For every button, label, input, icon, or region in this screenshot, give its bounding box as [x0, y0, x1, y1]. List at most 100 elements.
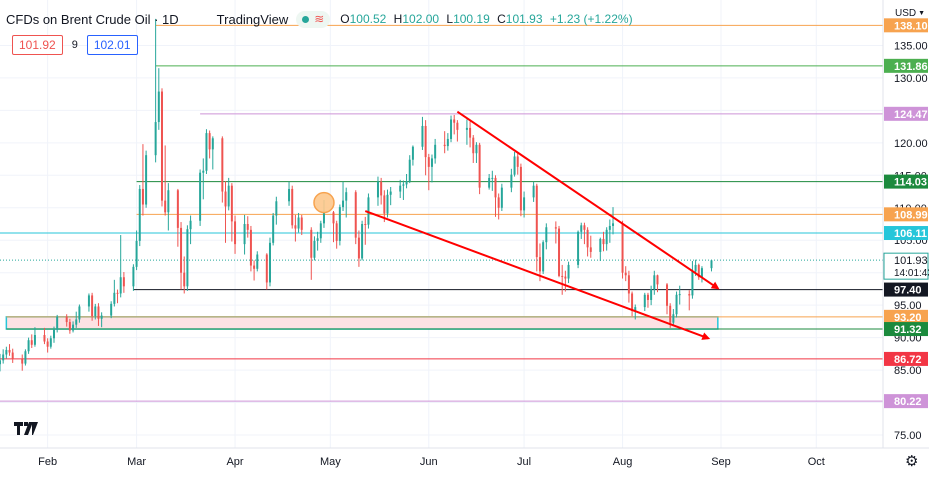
candle [408, 155, 411, 184]
candle [265, 253, 268, 290]
candle-body [608, 225, 611, 230]
candle [697, 263, 700, 280]
brand-name: TradingView [216, 11, 289, 27]
level-price-label-bg [884, 226, 928, 241]
candle-body [700, 268, 703, 278]
candle [389, 186, 392, 206]
candle-body [678, 294, 681, 296]
y-tick-label: 120.00 [894, 138, 928, 150]
candle-body [249, 229, 252, 266]
candle-body [5, 349, 8, 355]
level-price-label-bg [884, 394, 928, 409]
candle [488, 174, 491, 190]
candle [272, 212, 275, 246]
candle-body [450, 119, 453, 139]
candle [602, 231, 605, 252]
high-value: 102.00 [402, 12, 440, 26]
candle-body [256, 254, 259, 269]
candle-body [453, 119, 456, 123]
symbol-title[interactable]: CFDs on Brent Crude Oil · 1D [6, 11, 179, 27]
level-price-label: 131.86 [894, 61, 928, 73]
candle-body [666, 284, 669, 306]
candle-body [424, 125, 427, 158]
candle-body [186, 229, 189, 287]
candle [450, 115, 453, 143]
chart-header: CFDs on Brent Crude Oil · 1D TradingView… [6, 9, 633, 29]
candle-body [11, 352, 14, 359]
candle-body [110, 303, 113, 316]
market-status[interactable]: ≋ [296, 10, 331, 28]
candle-body [497, 197, 500, 208]
candle [577, 230, 580, 269]
candle [43, 327, 46, 345]
candle-body [52, 329, 55, 339]
candle [256, 251, 259, 272]
candle-body [612, 223, 615, 226]
candle-body [310, 229, 313, 258]
candle [653, 270, 656, 295]
candle-body [27, 340, 30, 352]
highlight-circle [313, 191, 335, 214]
candle [513, 151, 516, 177]
close-value: 101.93 [505, 12, 543, 26]
candle-body [478, 144, 481, 188]
last-price-badge-bg [883, 252, 929, 280]
candle-body [183, 272, 186, 287]
candle [430, 154, 433, 183]
candle-body [322, 212, 325, 224]
candle [100, 312, 103, 328]
candle-body [554, 227, 557, 229]
candle [246, 216, 249, 238]
candle-body [297, 217, 300, 229]
candle-body [402, 184, 405, 186]
candle [500, 183, 503, 212]
x-tick-label: Feb [38, 456, 57, 468]
buy-price-button[interactable]: 102.01 [86, 35, 138, 55]
candle [68, 318, 71, 334]
candle-body [469, 127, 472, 138]
candle [291, 185, 294, 229]
candle-body [408, 159, 411, 182]
candle-body [532, 185, 535, 198]
candle-body [56, 316, 59, 330]
y-tick-label: 95.00 [894, 300, 922, 312]
candle-body [405, 181, 408, 185]
candle-body [535, 185, 538, 258]
candle-body [634, 307, 637, 312]
candle [113, 279, 116, 307]
candle [631, 291, 634, 317]
candle-body [100, 315, 103, 319]
candle-body [624, 272, 627, 276]
candle-body [122, 277, 125, 287]
candle-body [24, 351, 27, 364]
candle [65, 314, 68, 327]
candle [402, 180, 405, 200]
level-price-label: 106.11 [894, 228, 927, 240]
level-price-label-bg [884, 309, 928, 324]
candle [666, 283, 669, 315]
candle-body [605, 229, 608, 245]
candle-body [456, 122, 459, 130]
candle-body [516, 156, 519, 167]
candle-body [586, 229, 589, 248]
plot-area [0, 0, 883, 448]
candle-body [675, 294, 678, 315]
candle [30, 334, 33, 349]
sell-price-button[interactable]: 101.92 [12, 35, 63, 55]
candle-body [357, 237, 360, 259]
candle [589, 235, 592, 258]
gear-icon[interactable]: ⚙ [905, 453, 919, 470]
candle-body [253, 265, 256, 269]
candle [675, 291, 678, 318]
candle [141, 144, 144, 216]
currency-selector[interactable]: USD ▼ [895, 8, 925, 19]
candle [612, 207, 615, 235]
candle-body [421, 125, 424, 147]
candle [357, 230, 360, 267]
candle-body [65, 316, 68, 323]
candle [510, 168, 513, 193]
candle [367, 193, 370, 229]
candle-body [227, 185, 230, 207]
tradingview-logo-icon[interactable] [14, 420, 40, 436]
